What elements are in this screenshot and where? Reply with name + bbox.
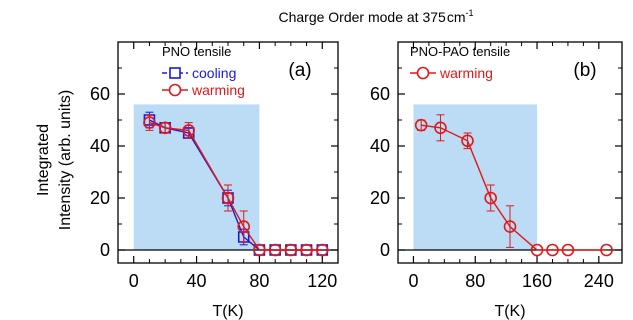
figure-title: Charge Order mode at 375cm-1 bbox=[278, 8, 473, 25]
y-tick-label: 0 bbox=[100, 240, 110, 260]
legend-label-warming: warming bbox=[439, 65, 493, 81]
x-tick-label: 80 bbox=[249, 271, 269, 291]
data-point-warming bbox=[315, 243, 329, 257]
figure-title-unit-exp: -1 bbox=[465, 8, 473, 18]
data-point-warming bbox=[237, 220, 251, 233]
x-tick-label: 40 bbox=[187, 271, 207, 291]
y-axis-label-line1: Integrated bbox=[35, 124, 52, 196]
x-tick-label: 0 bbox=[408, 271, 418, 291]
data-point-warming bbox=[182, 124, 196, 137]
data-point-warming bbox=[158, 121, 172, 135]
x-tick-label: 240 bbox=[584, 271, 614, 291]
legend-marker-cooling bbox=[169, 67, 181, 79]
data-point-warming bbox=[221, 191, 235, 205]
data-point-warming bbox=[268, 243, 282, 257]
data-point-warming bbox=[143, 116, 156, 129]
legend-label-cooling: cooling bbox=[192, 65, 236, 81]
panel-b: 0 80 160 240 0 20 40 60 T(K) (b) PNO-PAO tensile wa… bbox=[370, 41, 623, 320]
data-point-warming bbox=[530, 243, 544, 257]
y-tick-label: 20 bbox=[370, 188, 390, 208]
data-point-warming bbox=[300, 243, 313, 257]
figure-title-unit: cm bbox=[447, 9, 466, 25]
y-tick-label: 0 bbox=[380, 240, 390, 260]
y-tick-label: 60 bbox=[370, 84, 390, 104]
legend-marker-warming bbox=[168, 83, 182, 97]
plot-frame bbox=[397, 41, 623, 264]
x-tick-label: 160 bbox=[522, 271, 552, 291]
series-line-warming bbox=[149, 121, 323, 251]
y-tick-label: 40 bbox=[90, 136, 110, 156]
y-tick-label: 40 bbox=[370, 136, 390, 156]
legend-marker-warming bbox=[416, 66, 430, 80]
x-axis-label: T(K) bbox=[212, 303, 243, 320]
figure-title-main: Charge Order mode at 375 bbox=[278, 9, 446, 25]
data-point-warming bbox=[600, 243, 613, 257]
y-axis-label-line2: Intensity (arb. units) bbox=[57, 90, 74, 231]
data-point-warming bbox=[484, 191, 497, 205]
x-axis-label: T(K) bbox=[494, 303, 525, 320]
data-point-warming bbox=[546, 243, 559, 257]
panel-label: (b) bbox=[573, 60, 596, 81]
panel-a: 0 40 80 120 0 20 40 60 T(K) (a) PNO tensile cooling… bbox=[90, 41, 339, 320]
data-point-warming bbox=[414, 118, 428, 132]
x-tick-label: 0 bbox=[129, 271, 139, 291]
legend-label-warming: warming bbox=[191, 82, 245, 98]
x-tick-label: 80 bbox=[465, 271, 485, 291]
legend-title: PNO-PAO tensile bbox=[410, 44, 510, 59]
data-point-warming bbox=[561, 243, 575, 257]
data-point-warming bbox=[461, 134, 474, 148]
shaded-region bbox=[413, 104, 538, 251]
data-point-warming bbox=[503, 220, 517, 233]
data-point-warming bbox=[434, 121, 447, 135]
y-tick-label: 60 bbox=[90, 84, 110, 104]
data-point-warming bbox=[253, 243, 266, 257]
legend-title: PNO tensile bbox=[162, 44, 231, 59]
y-tick-label: 20 bbox=[90, 188, 110, 208]
x-tick-label: 120 bbox=[307, 271, 337, 291]
panel-label: (a) bbox=[288, 60, 311, 81]
data-point-warming bbox=[284, 243, 298, 257]
